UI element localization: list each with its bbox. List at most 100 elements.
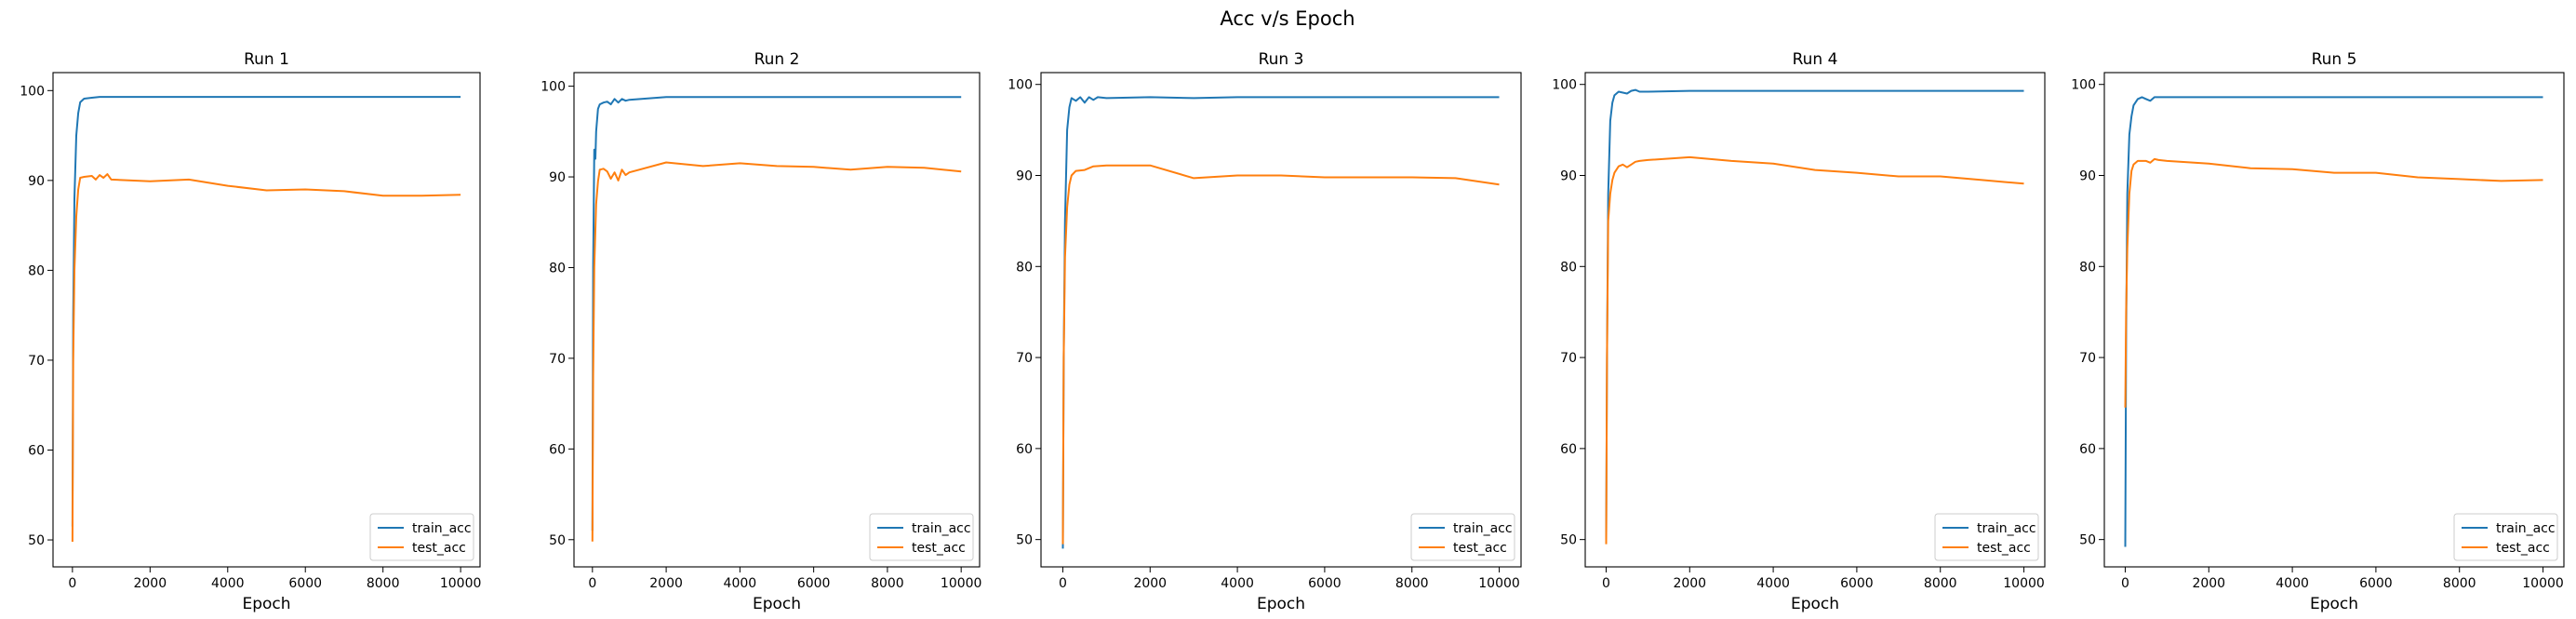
x-tick-label: 0 — [68, 576, 76, 591]
axes-frame — [1040, 72, 1522, 568]
x-tick-label: 6000 — [1308, 576, 1341, 591]
subplot-run-5: Run 5 0 2000 4000 6000 8000 10000 50 60 70 80 90 100… — [2071, 50, 2565, 613]
series-line-test-acc — [591, 161, 962, 542]
x-tick-label: 4000 — [1221, 576, 1254, 591]
axes-frame — [1584, 72, 2046, 568]
x-tick-label: 4000 — [211, 576, 245, 591]
x-tick-label: 4000 — [724, 576, 757, 591]
x-tick-label: 2000 — [649, 576, 683, 591]
y-tick-label: 90 — [28, 174, 45, 189]
figure-suptitle: Acc v/s Epoch — [1220, 7, 1355, 30]
x-tick-label: 8000 — [1924, 576, 1957, 591]
legend-label: train_acc — [412, 521, 472, 536]
x-tick-label: 6000 — [2359, 576, 2393, 591]
legend-label: test_acc — [412, 541, 466, 556]
x-tick-label: 0 — [588, 576, 596, 591]
x-tick-label: 0 — [1059, 576, 1067, 591]
legend-label: test_acc — [1453, 541, 1507, 556]
x-tick-label: 2000 — [2192, 576, 2225, 591]
y-tick-label: 80 — [1560, 260, 1577, 275]
legend-label: test_acc — [2496, 541, 2550, 556]
y-tick-label: 90 — [2079, 169, 2096, 184]
legend-label: train_acc — [1977, 521, 2036, 536]
x-tick-label: 10000 — [941, 576, 982, 591]
legend-label: test_acc — [912, 541, 966, 556]
y-tick-label: 90 — [1016, 169, 1033, 184]
y-tick-label: 50 — [28, 533, 45, 548]
x-tick-label: 4000 — [1756, 576, 1790, 591]
subplot-title: Run 2 — [754, 50, 800, 69]
y-tick-label: 60 — [1560, 442, 1577, 457]
y-tick-label: 70 — [28, 354, 45, 369]
subplot-run-3: Run 3 0 2000 4000 6000 8000 10000 50 60 70 80 90 100… — [1008, 50, 1522, 613]
y-tick-label: 60 — [2079, 442, 2096, 457]
y-tick-label: 70 — [1560, 351, 1577, 366]
x-axis-label: Epoch — [2310, 595, 2358, 613]
legend-box — [1934, 513, 2039, 561]
y-tick-label: 60 — [549, 442, 566, 457]
legend-label: train_acc — [2496, 521, 2556, 536]
x-axis-label: Epoch — [1791, 595, 1839, 613]
y-tick-label: 100 — [541, 80, 566, 95]
legend-label: train_acc — [1453, 521, 1513, 536]
x-tick-label: 8000 — [367, 576, 400, 591]
x-tick-label: 0 — [2121, 576, 2129, 591]
legend-box — [869, 513, 974, 561]
subplot-title: Run 1 — [244, 50, 289, 69]
legend-box — [1410, 513, 1515, 561]
x-tick-label: 8000 — [2443, 576, 2476, 591]
y-tick-label: 50 — [2079, 533, 2096, 548]
subplot-title: Run 3 — [1259, 50, 1304, 69]
y-tick-label: 50 — [1016, 533, 1033, 548]
y-tick-label: 70 — [549, 352, 566, 367]
y-tick-label: 80 — [28, 263, 45, 278]
x-tick-label: 2000 — [1673, 576, 1706, 591]
x-tick-label: 10000 — [2003, 576, 2045, 591]
y-tick-label: 90 — [549, 170, 566, 185]
y-tick-label: 60 — [28, 443, 45, 458]
x-tick-label: 2000 — [1133, 576, 1167, 591]
x-axis-label: Epoch — [1257, 595, 1305, 613]
subplot-run-4: Run 4 0 2000 4000 6000 8000 10000 50 60 70 80 90 100… — [1552, 50, 2046, 613]
series-line-train-acc — [1061, 96, 1500, 549]
x-tick-label: 10000 — [440, 576, 482, 591]
x-axis-label: Epoch — [753, 595, 801, 613]
x-tick-label: 4000 — [2276, 576, 2309, 591]
y-tick-label: 70 — [2079, 351, 2096, 366]
x-axis-label: Epoch — [242, 595, 290, 613]
series-line-train-acc — [1605, 88, 2024, 540]
y-tick-label: 100 — [1552, 78, 1577, 93]
series-line-train-acc — [2124, 96, 2543, 547]
axes-frame — [52, 72, 481, 568]
y-tick-label: 90 — [1560, 169, 1577, 184]
axes-frame — [2103, 72, 2565, 568]
legend-label: test_acc — [1977, 541, 2031, 556]
subplot-title: Run 5 — [2312, 50, 2357, 69]
series-line-test-acc — [1061, 164, 1500, 545]
y-tick-label: 50 — [549, 533, 566, 548]
y-tick-label: 100 — [1008, 78, 1033, 93]
y-tick-label: 70 — [1016, 351, 1033, 366]
y-tick-label: 100 — [2071, 78, 2096, 93]
x-tick-label: 6000 — [1840, 576, 1874, 591]
x-tick-label: 6000 — [288, 576, 322, 591]
x-tick-label: 10000 — [1478, 576, 1520, 591]
legend-box — [369, 513, 474, 561]
series-line-test-acc — [71, 173, 461, 543]
y-tick-label: 80 — [549, 261, 566, 276]
series-line-train-acc — [591, 96, 962, 532]
y-tick-label: 50 — [1560, 533, 1577, 548]
axes-frame — [573, 72, 981, 568]
series-line-train-acc — [71, 96, 461, 527]
x-tick-label: 0 — [1602, 576, 1610, 591]
x-tick-label: 8000 — [871, 576, 904, 591]
x-tick-label: 6000 — [797, 576, 831, 591]
y-tick-label: 80 — [2079, 260, 2096, 275]
subplot-title: Run 4 — [1793, 50, 1838, 69]
x-tick-label: 10000 — [2522, 576, 2564, 591]
series-line-test-acc — [1605, 155, 2024, 545]
y-tick-label: 100 — [20, 84, 45, 99]
y-tick-label: 80 — [1016, 260, 1033, 275]
x-tick-label: 8000 — [1395, 576, 1429, 591]
